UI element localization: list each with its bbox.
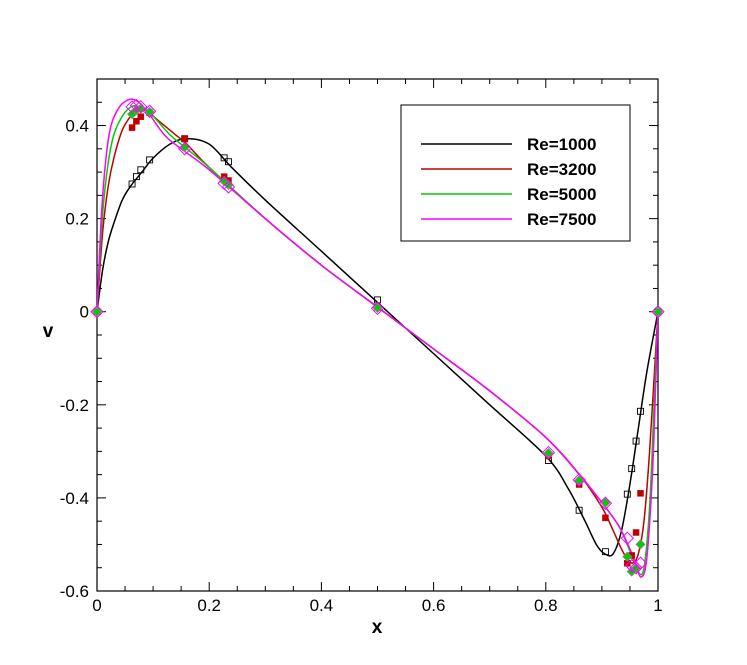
x-tick-label: 0.6 bbox=[422, 596, 446, 615]
data-point-4 bbox=[370, 301, 385, 316]
x-axis-title: x bbox=[372, 617, 383, 638]
legend: Re=1000 Re=3200 Re=5000 Re=7500 bbox=[400, 104, 631, 242]
data-point-3 bbox=[91, 306, 103, 317]
y-tick-label: -0.6 bbox=[60, 582, 89, 601]
data-point-4 bbox=[598, 496, 613, 510]
data-point-4 bbox=[620, 531, 635, 545]
data-point-4 bbox=[221, 180, 236, 194]
series-line-4 bbox=[97, 98, 658, 578]
data-point-4 bbox=[633, 556, 648, 570]
data-point-1 bbox=[623, 490, 631, 498]
data-point-1 bbox=[637, 407, 644, 415]
data-point-2 bbox=[602, 514, 609, 522]
data-point-1 bbox=[632, 437, 640, 445]
data-point-3 bbox=[652, 306, 664, 317]
data-point-3 bbox=[622, 551, 633, 562]
series-layer bbox=[97, 98, 658, 578]
legend-label-2: Re=3200 bbox=[527, 160, 596, 179]
data-point-4 bbox=[90, 305, 104, 319]
data-point-2 bbox=[133, 118, 140, 125]
data-point-4 bbox=[134, 99, 148, 114]
data-point-2 bbox=[632, 529, 640, 536]
data-point-1 bbox=[128, 180, 136, 188]
y-tick-label: 0 bbox=[80, 303, 89, 322]
data-point-2 bbox=[637, 490, 644, 497]
data-point-1 bbox=[225, 158, 232, 166]
x-tick-label: 0.2 bbox=[197, 596, 221, 615]
data-point-4 bbox=[624, 558, 639, 573]
data-point-4 bbox=[629, 561, 643, 575]
data-point-3 bbox=[630, 562, 642, 574]
data-point-4 bbox=[541, 445, 556, 460]
legend-label-1: Re=1000 bbox=[527, 135, 596, 154]
series-line-1 bbox=[97, 137, 658, 557]
y-tick-label: 0.2 bbox=[65, 210, 89, 229]
data-point-1 bbox=[575, 506, 583, 514]
axis-tick-labels: 0 0.2 0.4 0.6 0.8 1 -0.6 -0.4 -0.2 0 0.2 0.4 bbox=[60, 117, 663, 615]
data-point-3 bbox=[543, 448, 554, 459]
y-tick-label: -0.2 bbox=[60, 396, 89, 415]
data-point-3 bbox=[600, 497, 611, 508]
data-point-2 bbox=[181, 135, 188, 143]
data-point-4 bbox=[177, 142, 192, 156]
data-point-4 bbox=[651, 305, 665, 319]
x-tick-label: 0 bbox=[92, 596, 101, 615]
axis-ticks bbox=[96, 78, 659, 592]
data-point-3 bbox=[372, 302, 383, 313]
data-point-1 bbox=[601, 548, 609, 556]
y-axis-title: v bbox=[43, 321, 54, 342]
data-point-2 bbox=[128, 124, 136, 131]
data-point-4 bbox=[129, 98, 144, 113]
data-point-1 bbox=[220, 154, 228, 162]
x-tick-label: 0.4 bbox=[310, 596, 334, 615]
data-point-4 bbox=[572, 473, 586, 487]
data-point-1 bbox=[132, 173, 140, 181]
y-tick-label: -0.4 bbox=[60, 489, 89, 508]
marker-layer bbox=[90, 98, 665, 577]
data-point-1 bbox=[137, 166, 145, 174]
data-point-3 bbox=[574, 475, 585, 486]
data-point-3 bbox=[635, 539, 646, 550]
data-point-3 bbox=[144, 106, 155, 117]
legend-label-3: Re=5000 bbox=[527, 185, 596, 204]
legend-label-4: Re=7500 bbox=[527, 210, 596, 229]
y-tick-label: 0.4 bbox=[65, 117, 89, 136]
x-tick-label: 0.8 bbox=[534, 596, 558, 615]
data-point-2 bbox=[137, 113, 145, 120]
x-tick-label: 1 bbox=[653, 596, 662, 615]
data-point-4 bbox=[142, 104, 157, 118]
data-point-1 bbox=[146, 156, 154, 164]
data-point-1 bbox=[628, 465, 636, 473]
